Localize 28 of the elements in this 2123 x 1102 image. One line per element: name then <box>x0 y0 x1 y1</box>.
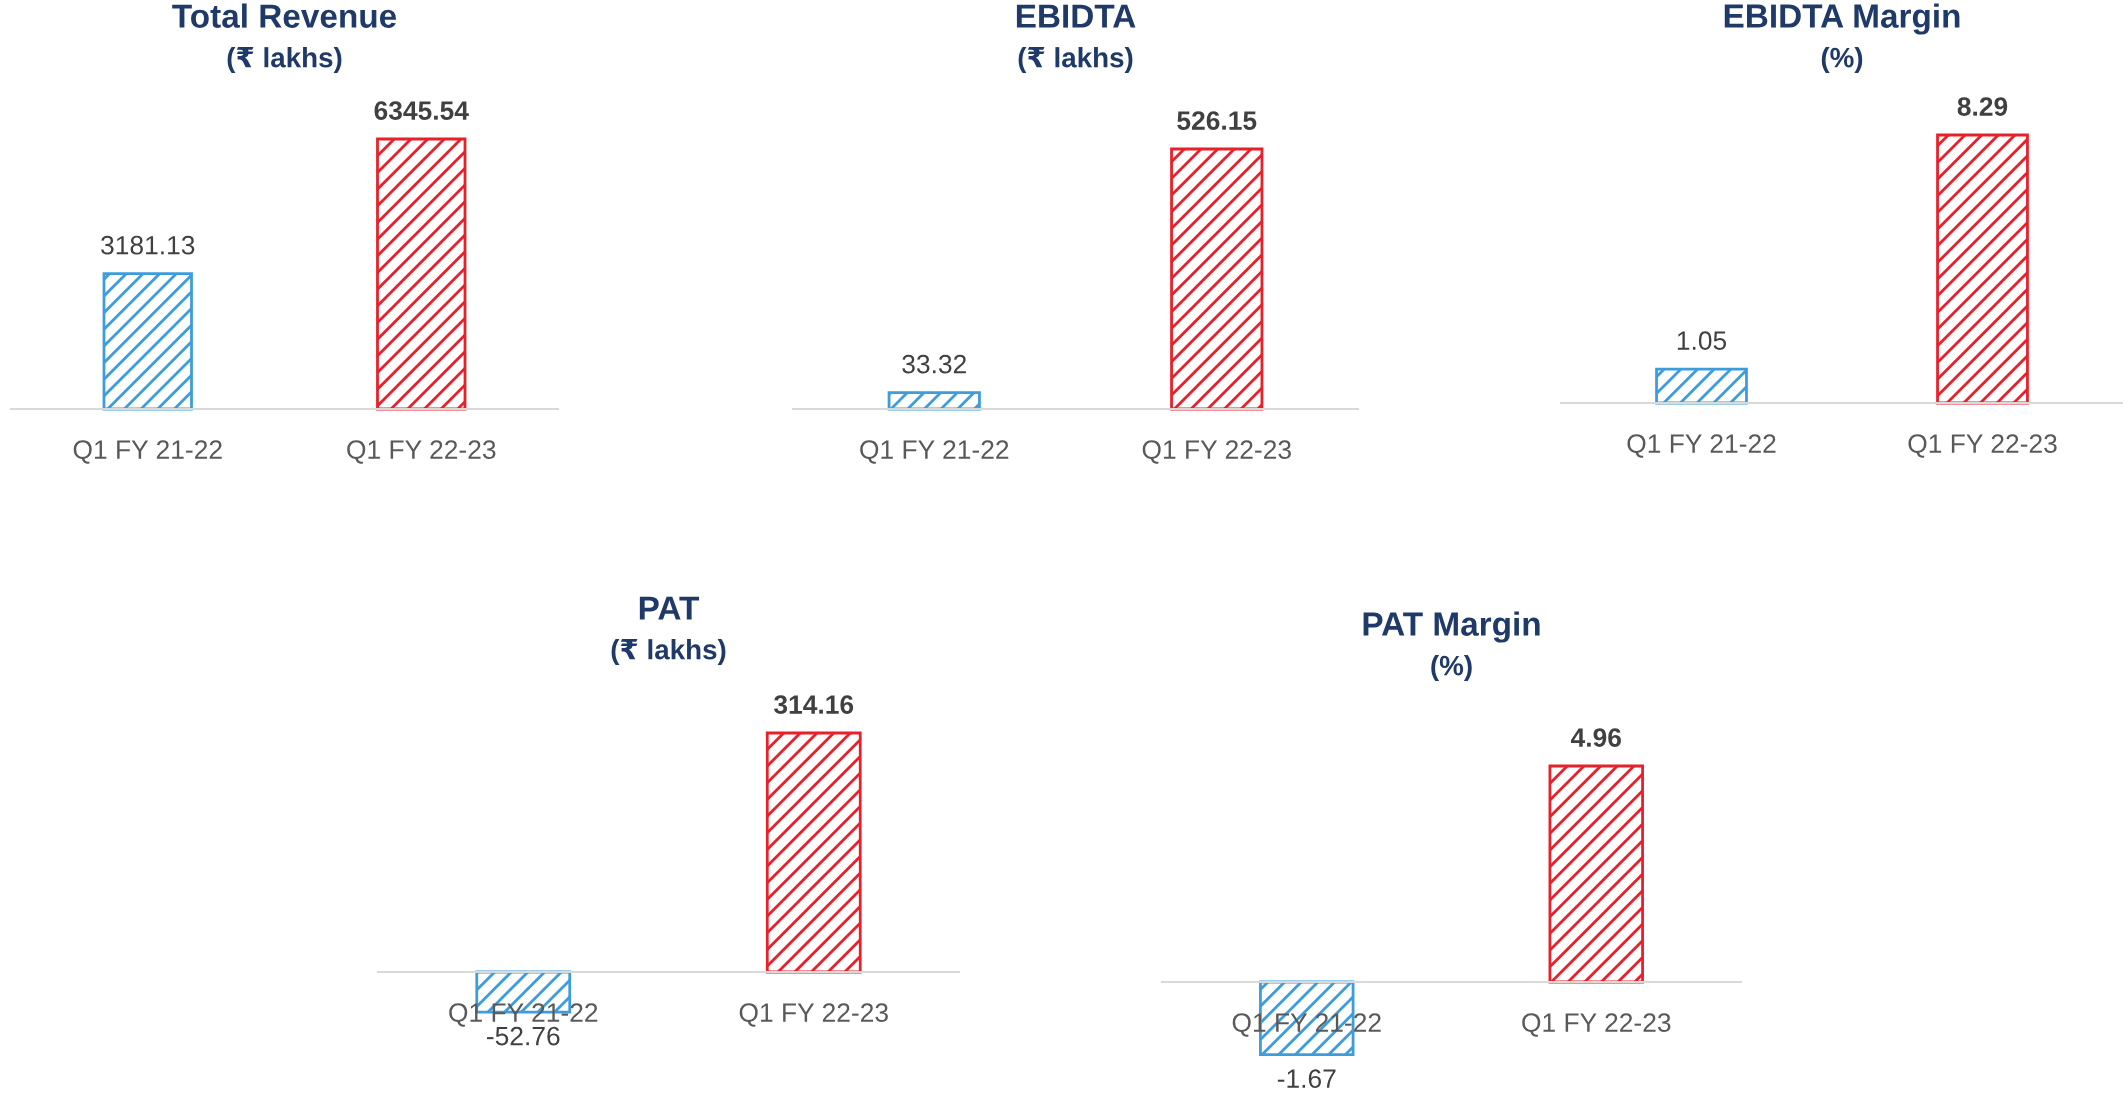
data-label: 33.32 <box>902 354 966 374</box>
chart-subtitle: (₹ lakhs) <box>1018 46 1133 74</box>
x-tick-label: Q1 FY 22-23 <box>1908 434 2057 458</box>
x-tick-label: Q1 FY 22-23 <box>1522 1013 1671 1037</box>
data-label: 8.29 <box>1957 97 2008 116</box>
x-tick-label: Q1 FY 21-22 <box>1627 434 1776 458</box>
chart-title: Total Revenue <box>172 3 397 28</box>
chart-title: PAT Margin <box>1363 611 1540 643</box>
x-tick-label: Q1 FY 22-23 <box>347 440 496 464</box>
data-label: 1.05 <box>1677 331 1727 350</box>
chart-title: EBIDTA Margin <box>1724 3 1960 35</box>
chart-subtitle: (₹ lakhs) <box>227 46 342 74</box>
data-label: 526.15 <box>1177 111 1257 130</box>
x-tick-label: Q1 FY 21-22 <box>73 440 222 464</box>
data-label: -1.67 <box>1277 1069 1336 1088</box>
chart-subtitle: (%) <box>1821 47 1863 73</box>
x-tick-label: Q1 FY 21-22 <box>860 440 1009 464</box>
x-tick-label: Q1 FY 22-23 <box>739 1003 888 1027</box>
data-label: 314.16 <box>774 695 854 714</box>
chart-subtitle: (%) <box>1431 655 1472 681</box>
data-label: -52.76 <box>487 1026 560 1046</box>
chart-title: EBIDTA <box>1016 4 1136 28</box>
data-label: 6345.54 <box>374 101 469 120</box>
chart-subtitle: (₹ lakhs) <box>611 638 726 666</box>
x-tick-label: Q1 FY 22-23 <box>1142 440 1291 464</box>
data-label: 3181.13 <box>101 235 195 255</box>
data-label: 4.96 <box>1570 728 1621 747</box>
chart-title: PAT <box>639 596 700 620</box>
